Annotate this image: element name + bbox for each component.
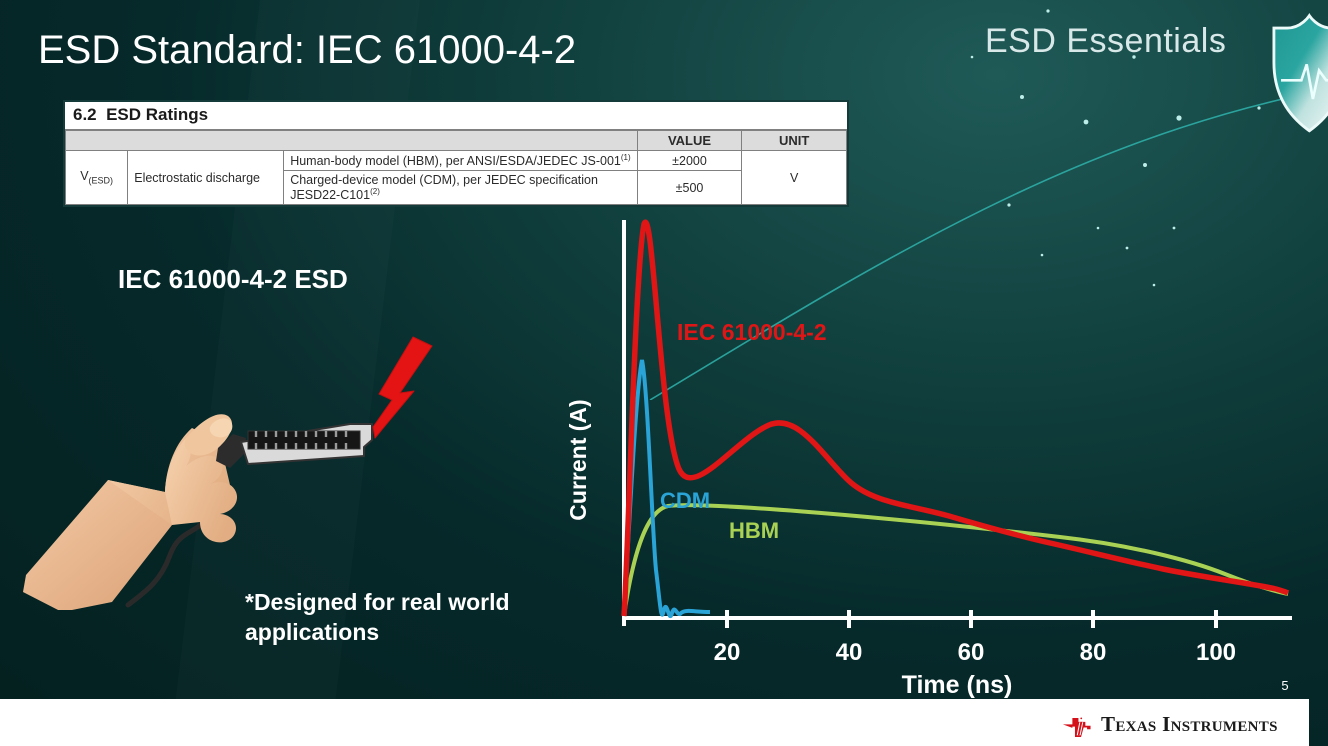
svg-text:Time (ns): Time (ns) (902, 671, 1013, 699)
svg-text:CDM: CDM (660, 488, 710, 513)
svg-text:Current (A): Current (A) (565, 399, 591, 520)
svg-text:60: 60 (958, 639, 985, 666)
svg-text:100: 100 (1196, 639, 1236, 666)
svg-text:5: 5 (1281, 678, 1288, 693)
svg-text:HBM: HBM (729, 518, 779, 543)
svg-text:80: 80 (1080, 639, 1107, 666)
svg-text:20: 20 (714, 639, 741, 666)
svg-text:IEC 61000-4-2: IEC 61000-4-2 (677, 319, 827, 345)
svg-text:40: 40 (836, 639, 863, 666)
